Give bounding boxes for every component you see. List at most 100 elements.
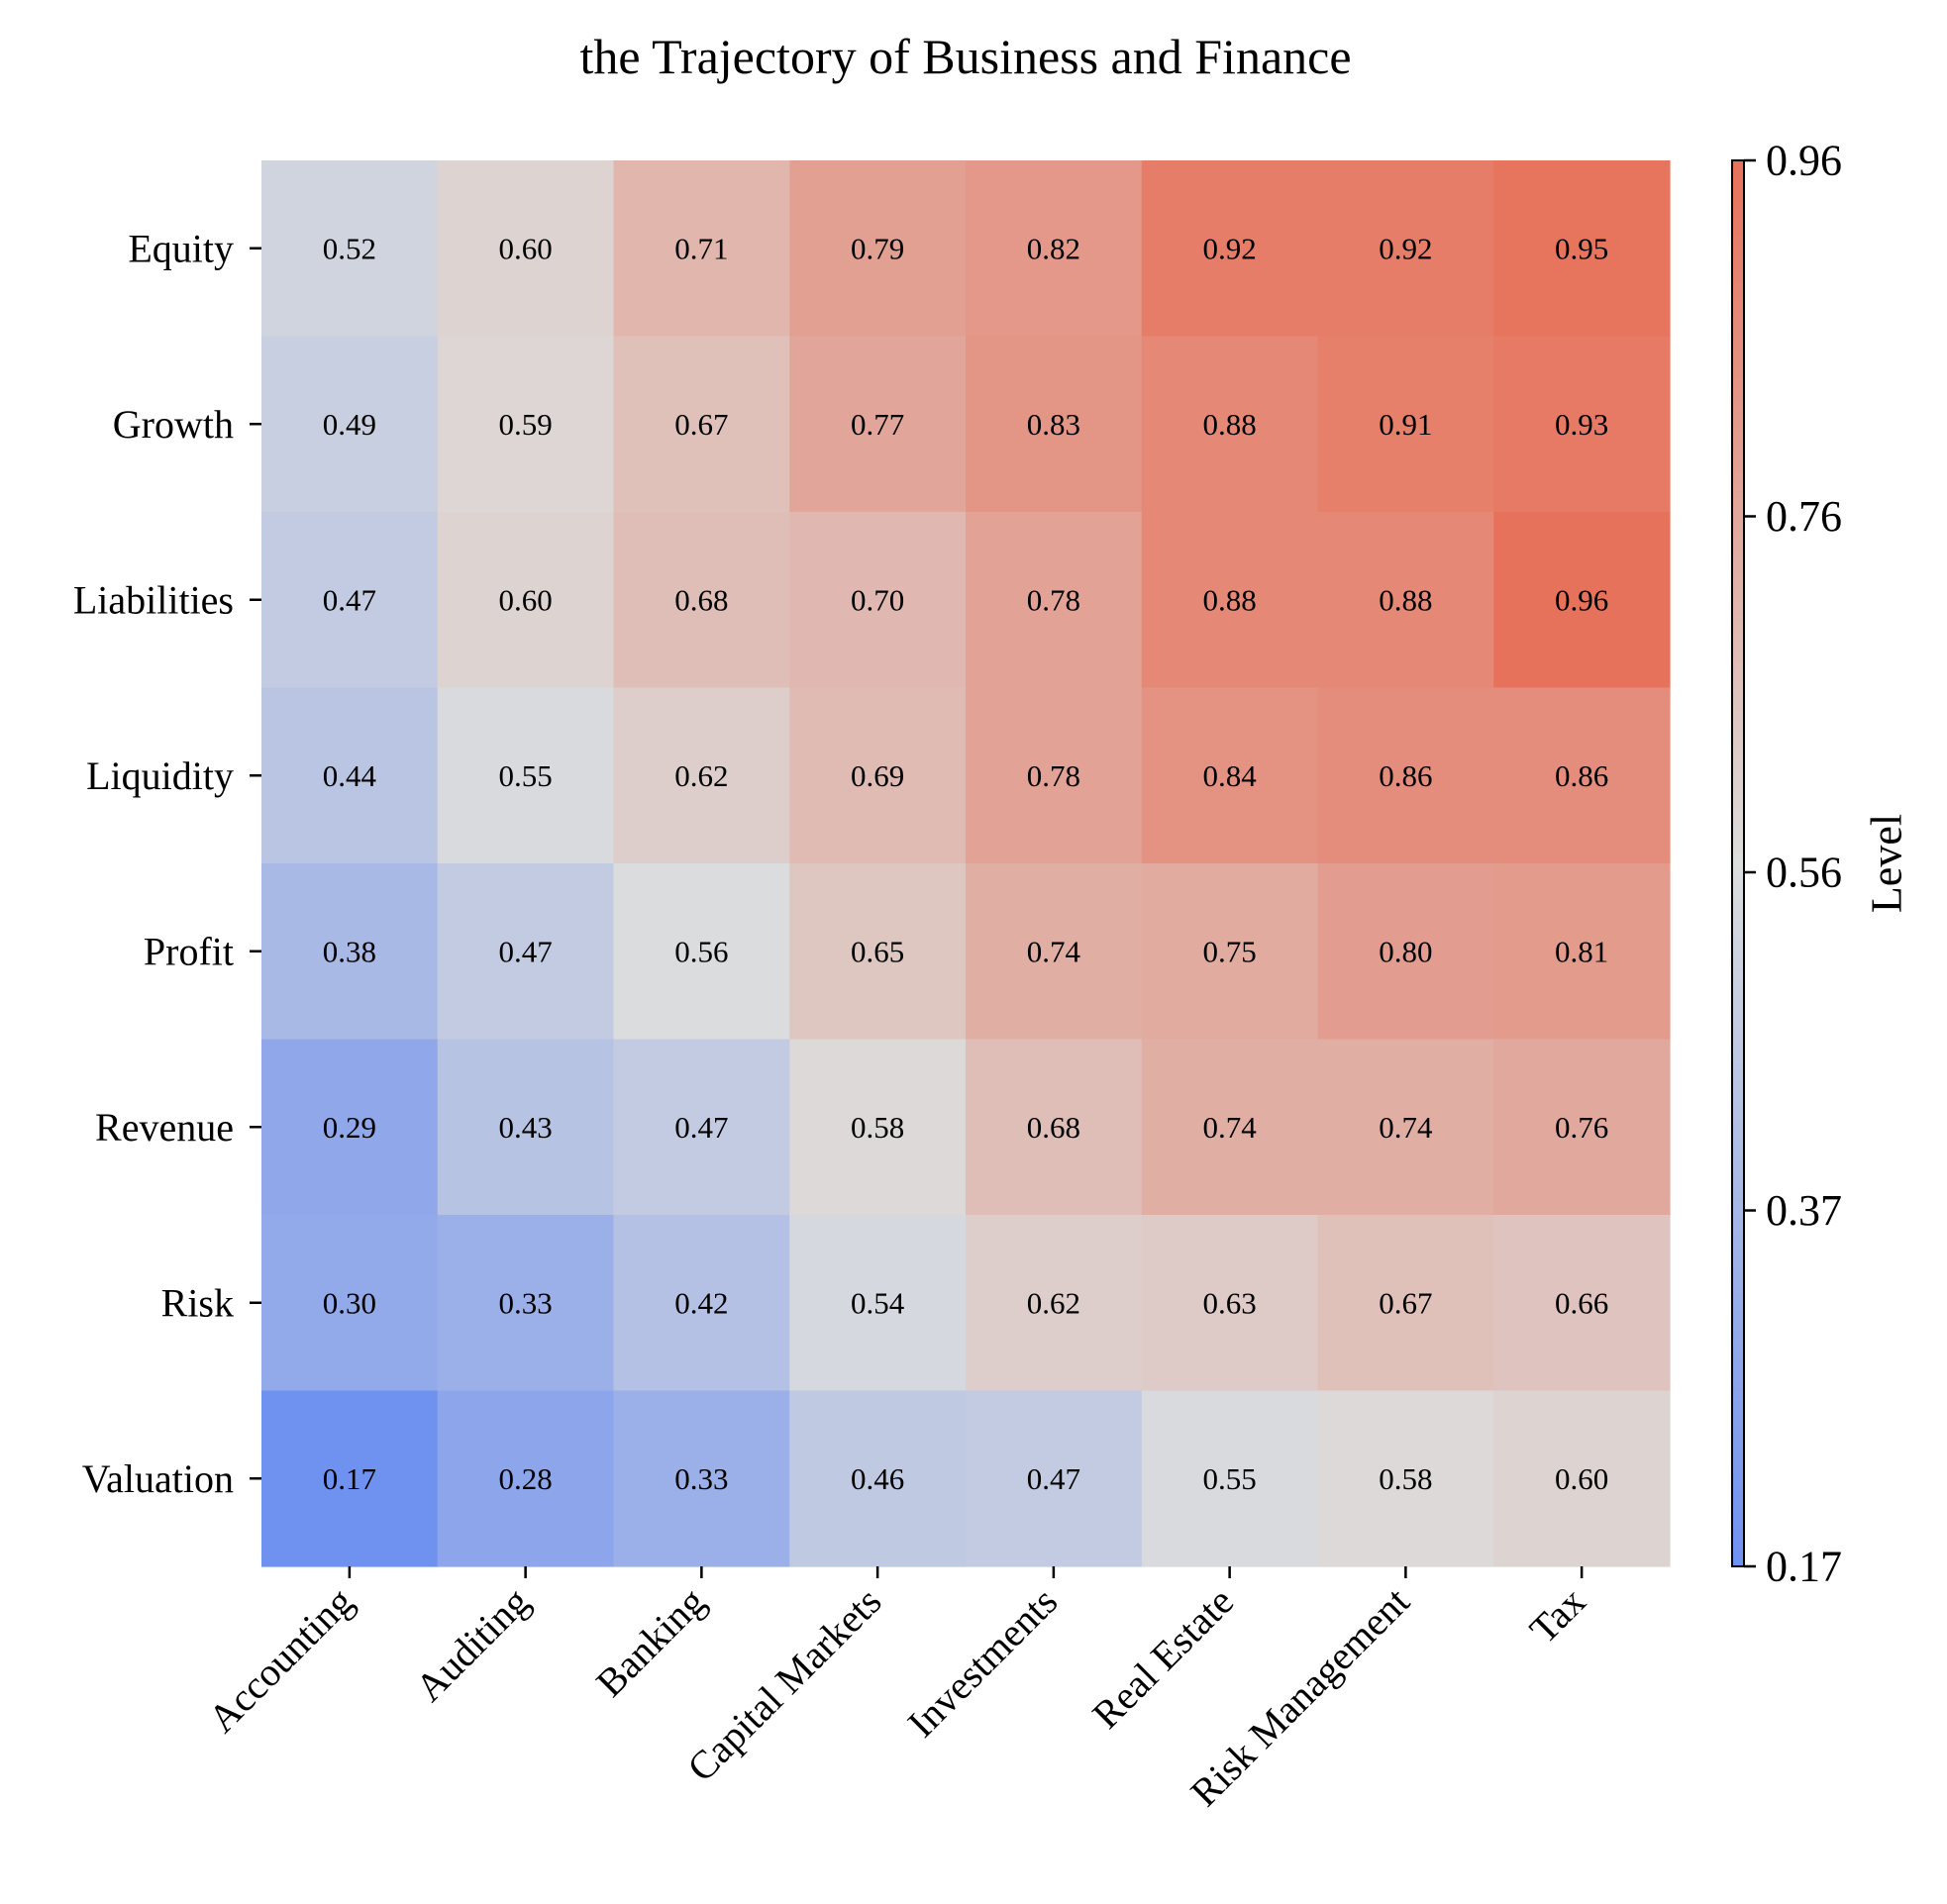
heatmap-cell bbox=[613, 1039, 790, 1216]
heatmap-cell bbox=[1493, 160, 1671, 338]
heatmap-cell bbox=[1317, 336, 1494, 513]
y-axis: Equity Growth Liabilities Liquidity Profit Re… bbox=[73, 226, 261, 1501]
y-tick-label: Profit bbox=[144, 929, 234, 973]
cell-value-label: 0.88 bbox=[1203, 582, 1257, 617]
x-tick-label: Investments bbox=[899, 1579, 1067, 1747]
cell-value-label: 0.47 bbox=[1027, 1461, 1080, 1496]
heatmap-cell bbox=[613, 687, 790, 864]
chart-title: the Trajectory of Business and Finance bbox=[579, 29, 1351, 84]
heatmap-cell bbox=[437, 336, 615, 513]
cell-value-label: 0.33 bbox=[674, 1461, 728, 1496]
heatmap-cell bbox=[1141, 1039, 1319, 1216]
cell-value-label: 0.96 bbox=[1555, 582, 1608, 617]
cell-value-label: 0.83 bbox=[1027, 407, 1080, 442]
heatmap-cell bbox=[1141, 160, 1319, 338]
cell-value-label: 0.70 bbox=[851, 582, 904, 617]
colorbar-tick-label: 0.37 bbox=[1766, 1186, 1842, 1235]
heatmap-cell bbox=[789, 512, 967, 689]
cell-value-label: 0.88 bbox=[1203, 407, 1257, 442]
cell-value-label: 0.56 bbox=[674, 934, 728, 968]
cell-value-label: 0.69 bbox=[851, 758, 904, 793]
heatmap-cell bbox=[613, 863, 790, 1041]
cell-value-label: 0.80 bbox=[1379, 934, 1432, 968]
heatmap-cell bbox=[966, 336, 1143, 513]
heatmap-cell bbox=[437, 1215, 615, 1392]
heatmap-cell bbox=[1141, 863, 1319, 1041]
heatmap-cell bbox=[966, 1039, 1143, 1216]
cell-value-label: 0.58 bbox=[851, 1110, 904, 1145]
colorbar-gradient bbox=[1731, 159, 1745, 1567]
x-tick-label: Auditing bbox=[407, 1579, 538, 1710]
y-tick-label: Equity bbox=[128, 226, 234, 270]
cell-value-label: 0.71 bbox=[674, 231, 728, 265]
colorbar-tick-label: 0.17 bbox=[1766, 1543, 1842, 1591]
x-tick-label: Banking bbox=[587, 1579, 714, 1706]
cell-value-label: 0.29 bbox=[323, 1110, 376, 1145]
cell-value-label: 0.30 bbox=[323, 1285, 376, 1320]
cell-value-label: 0.91 bbox=[1379, 407, 1432, 442]
heatmap-cell bbox=[789, 1215, 967, 1392]
heatmap-cell bbox=[966, 160, 1143, 338]
y-tick-label: Liquidity bbox=[86, 753, 234, 798]
cell-value-label: 0.60 bbox=[499, 582, 553, 617]
heatmap-cell bbox=[966, 512, 1143, 689]
cell-value-label: 0.46 bbox=[851, 1461, 904, 1496]
heatmap-cell bbox=[1317, 863, 1494, 1041]
colorbar-tick-label: 0.96 bbox=[1766, 137, 1842, 185]
heatmap-cell bbox=[613, 336, 790, 513]
x-tick-label: Accounting bbox=[199, 1579, 361, 1742]
heatmap-cell bbox=[613, 1390, 790, 1567]
colorbar-label: Level bbox=[1863, 814, 1911, 913]
heatmap-cell bbox=[966, 1390, 1143, 1567]
y-tick-label: Risk bbox=[161, 1280, 234, 1325]
cell-value-label: 0.86 bbox=[1379, 758, 1432, 793]
cell-value-label: 0.54 bbox=[851, 1285, 905, 1320]
heatmap-cell bbox=[1317, 1039, 1494, 1216]
cell-value-label: 0.62 bbox=[1027, 1285, 1080, 1320]
cell-value-label: 0.52 bbox=[323, 231, 376, 265]
cell-value-label: 0.43 bbox=[499, 1110, 553, 1145]
heatmap-cell bbox=[261, 1039, 439, 1216]
cell-value-label: 0.66 bbox=[1555, 1285, 1608, 1320]
heatmap-cell bbox=[1493, 863, 1671, 1041]
heatmap-cell bbox=[789, 160, 967, 338]
cell-value-label: 0.28 bbox=[499, 1461, 553, 1496]
heatmap-cell bbox=[789, 336, 967, 513]
heatmap-cell bbox=[1493, 1390, 1671, 1567]
cell-value-label: 0.67 bbox=[1379, 1285, 1432, 1320]
heatmap-cell bbox=[966, 1215, 1143, 1392]
cell-value-label: 0.82 bbox=[1027, 231, 1080, 265]
heatmap-cell bbox=[1141, 1390, 1319, 1567]
cell-value-label: 0.92 bbox=[1203, 231, 1257, 265]
cell-value-label: 0.38 bbox=[323, 934, 376, 968]
cell-value-label: 0.44 bbox=[323, 758, 377, 793]
heatmap-cell bbox=[437, 1039, 615, 1216]
y-tick-label: Liabilities bbox=[73, 577, 234, 622]
heatmap-cell bbox=[1141, 336, 1319, 513]
heatmap-cell bbox=[1317, 687, 1494, 864]
cell-value-label: 0.95 bbox=[1555, 231, 1608, 265]
heatmap-cell bbox=[1141, 687, 1319, 864]
heatmap-cell bbox=[261, 336, 439, 513]
cell-value-label: 0.75 bbox=[1203, 934, 1257, 968]
heatmap-cell bbox=[1317, 1390, 1494, 1567]
cell-value-label: 0.65 bbox=[851, 934, 904, 968]
heatmap-cell bbox=[613, 160, 790, 338]
heatmap-cell bbox=[1493, 1039, 1671, 1216]
colorbar-ticks: 0.17 0.37 0.56 0.76 0.96 bbox=[1744, 137, 1842, 1591]
heatmap-cell bbox=[613, 512, 790, 689]
heatmap-cell bbox=[261, 1390, 439, 1567]
heatmap-cell bbox=[437, 863, 615, 1041]
heatmap-cell bbox=[1493, 1215, 1671, 1392]
cell-value-label: 0.49 bbox=[323, 407, 376, 442]
cell-value-label: 0.81 bbox=[1555, 934, 1608, 968]
y-tick-label: Valuation bbox=[82, 1456, 234, 1501]
x-tick-label: Tax bbox=[1521, 1579, 1594, 1653]
cell-value-label: 0.76 bbox=[1555, 1110, 1608, 1145]
heatmap-cell bbox=[437, 1390, 615, 1567]
cell-value-label: 0.88 bbox=[1379, 582, 1432, 617]
heatmap-cell bbox=[261, 687, 439, 864]
heatmap-cell bbox=[1493, 336, 1671, 513]
heatmap-cell bbox=[261, 512, 439, 689]
